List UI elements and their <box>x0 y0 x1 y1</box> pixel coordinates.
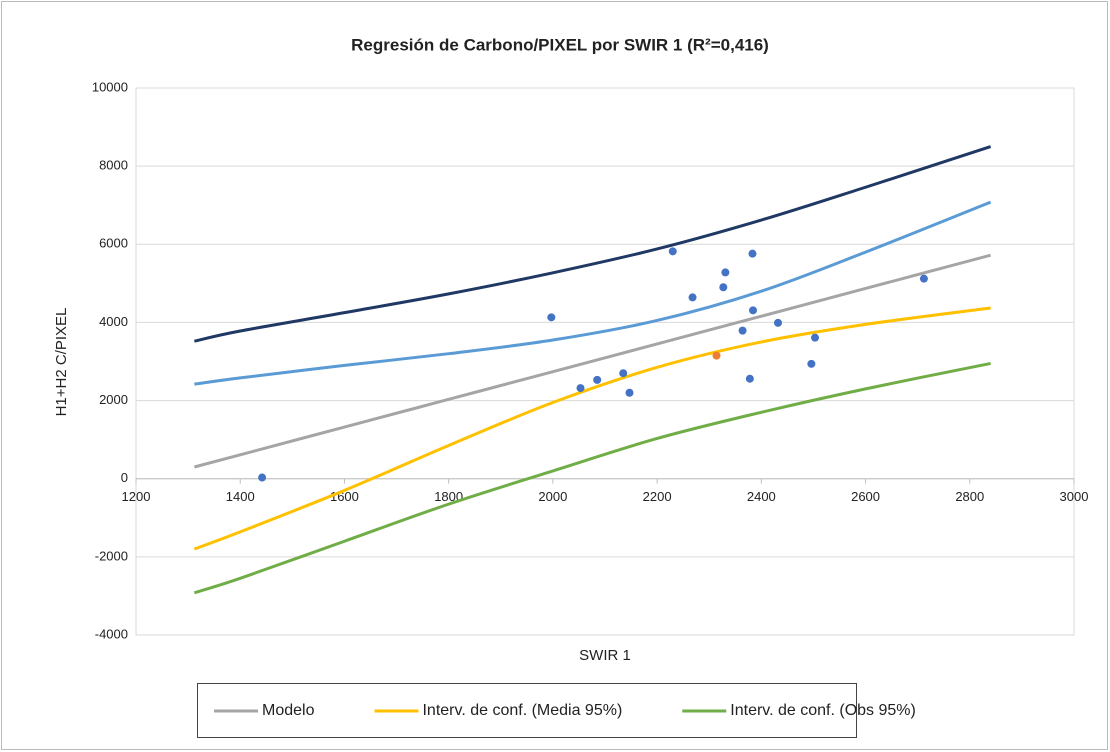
data-point <box>593 375 602 384</box>
series-line <box>193 306 991 551</box>
legend-label: Interv. de conf. (Media 95%) <box>422 702 622 719</box>
data-point <box>547 313 556 322</box>
data-point <box>619 369 628 378</box>
data-point <box>576 384 585 393</box>
x-tick-label: 1200 <box>122 489 151 504</box>
data-point <box>668 247 677 256</box>
data-point <box>919 274 928 283</box>
series-line <box>193 361 991 595</box>
series-line <box>194 145 992 343</box>
y-tick-label: -2000 <box>95 548 128 563</box>
data-point <box>721 268 730 277</box>
data-point <box>748 306 757 315</box>
data-point <box>712 351 721 360</box>
data-point <box>745 374 754 383</box>
y-tick-label: 10000 <box>92 79 128 94</box>
data-point <box>738 326 747 335</box>
x-tick-label: 2400 <box>747 489 776 504</box>
y-tick-label: 8000 <box>99 158 128 173</box>
data-point <box>774 318 783 327</box>
y-tick-label: -4000 <box>95 626 128 641</box>
x-axis-title: SWIR 1 <box>579 647 631 664</box>
legend-label: Modelo <box>262 702 315 719</box>
data-point <box>719 283 728 292</box>
series-line <box>194 200 992 386</box>
x-tick-label: 2600 <box>851 489 880 504</box>
x-tick-label: 2200 <box>643 489 672 504</box>
y-tick-label: 0 <box>121 470 128 485</box>
data-point <box>688 293 697 302</box>
x-tick-label: 2000 <box>538 489 567 504</box>
x-tick-label: 2800 <box>955 489 984 504</box>
y-tick-label: 4000 <box>99 314 128 329</box>
data-point <box>258 473 267 482</box>
data-point <box>811 333 820 342</box>
legend-box <box>197 683 857 738</box>
data-point <box>748 249 757 258</box>
data-point <box>625 388 634 397</box>
chart-title: Regresión de Carbono/PIXEL por SWIR 1 (R… <box>351 35 769 54</box>
data-point <box>807 359 816 368</box>
y-tick-label: 2000 <box>99 392 128 407</box>
x-tick-label: 3000 <box>1060 489 1089 504</box>
y-tick-label: 6000 <box>99 236 128 251</box>
series-line <box>193 253 992 469</box>
y-axis-title: H1+H2 C/PIXEL <box>53 308 70 417</box>
legend-label: Interv. de conf. (Obs 95%) <box>730 702 916 719</box>
x-tick-label: 1400 <box>226 489 255 504</box>
